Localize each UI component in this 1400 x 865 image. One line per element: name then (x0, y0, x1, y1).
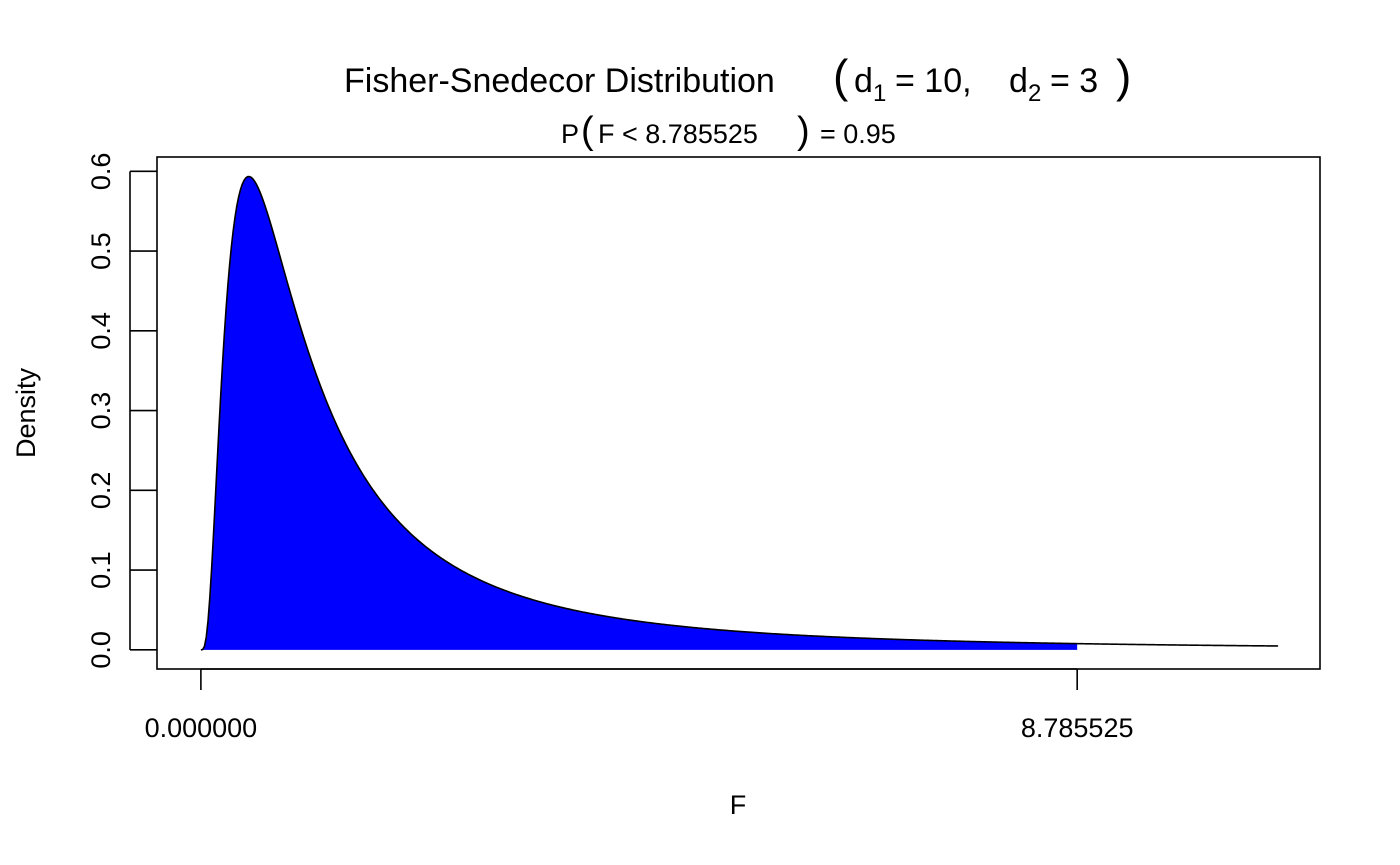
x-tick-label: 0.000000 (145, 713, 258, 743)
chart-subtitle: P ( F < 8.785525 ) = 0.95 (561, 110, 896, 152)
x-axis-title: F (730, 790, 747, 820)
y-tick-label: 0.0 (86, 631, 116, 669)
chart-title-close-paren: ) (1116, 50, 1131, 102)
chart-title-prefix: Fisher-Snedecor Distribution (344, 62, 775, 100)
chart-subtitle-close-paren: ) (797, 110, 810, 152)
y-tick-label: 0.3 (86, 392, 116, 430)
chart-subtitle-inner: F < 8.785525 (598, 119, 758, 149)
chart-title-d2: d (1009, 62, 1028, 100)
chart-title-d2-value: = 3 (1050, 62, 1098, 100)
chart-subtitle-p: P (561, 119, 579, 149)
chart-title: Fisher-Snedecor Distribution ( d 1 = 10,… (344, 50, 1131, 109)
chart-title-open-paren: ( (833, 50, 849, 102)
density-curve (200, 175, 1279, 651)
y-tick-label: 0.2 (86, 472, 116, 510)
y-axis: 0.0 0.1 0.2 0.3 0.4 0.5 0.6 (86, 153, 157, 669)
chart-title-d1-value: = 10, (895, 62, 972, 100)
y-tick-label: 0.1 (86, 551, 116, 589)
chart-subtitle-suffix: = 0.95 (820, 119, 896, 149)
chart-title-d1-sub: 1 (873, 80, 886, 107)
x-axis: 0.000000 8.785525 (145, 668, 1134, 743)
shaded-probability-area (200, 176, 1078, 650)
chart-subtitle-open-paren: ( (581, 110, 594, 152)
y-tick-label: 0.4 (86, 312, 116, 350)
density-series (200, 175, 1279, 651)
y-tick-label: 0.5 (86, 232, 116, 270)
y-axis-title: Density (11, 367, 41, 458)
chart-title-d1: d (854, 62, 873, 100)
x-tick-label: 8.785525 (1021, 713, 1134, 743)
y-tick-label: 0.6 (86, 153, 116, 191)
chart-title-d2-sub: 2 (1028, 80, 1041, 107)
